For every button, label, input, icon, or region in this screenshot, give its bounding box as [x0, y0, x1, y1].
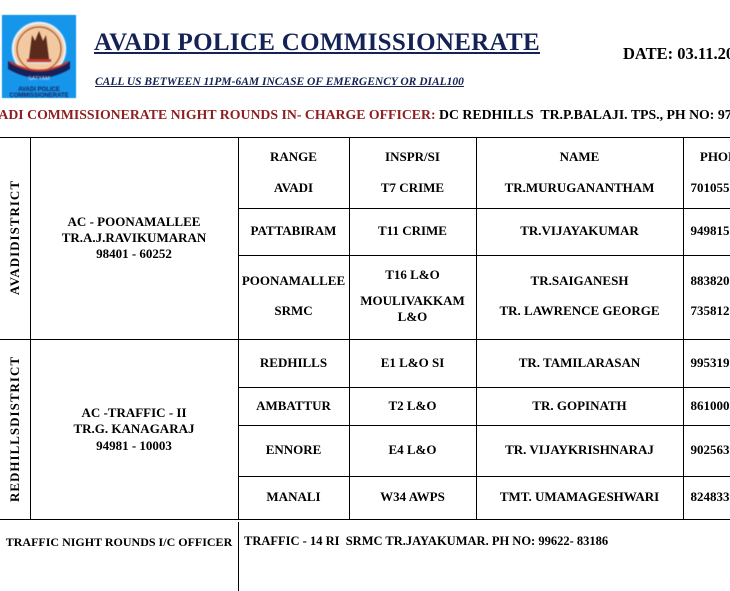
svg-text:SATYAM: SATYAM	[28, 76, 50, 82]
svg-text:COMMISSIONERATE: COMMISSIONERATE	[9, 93, 68, 98]
